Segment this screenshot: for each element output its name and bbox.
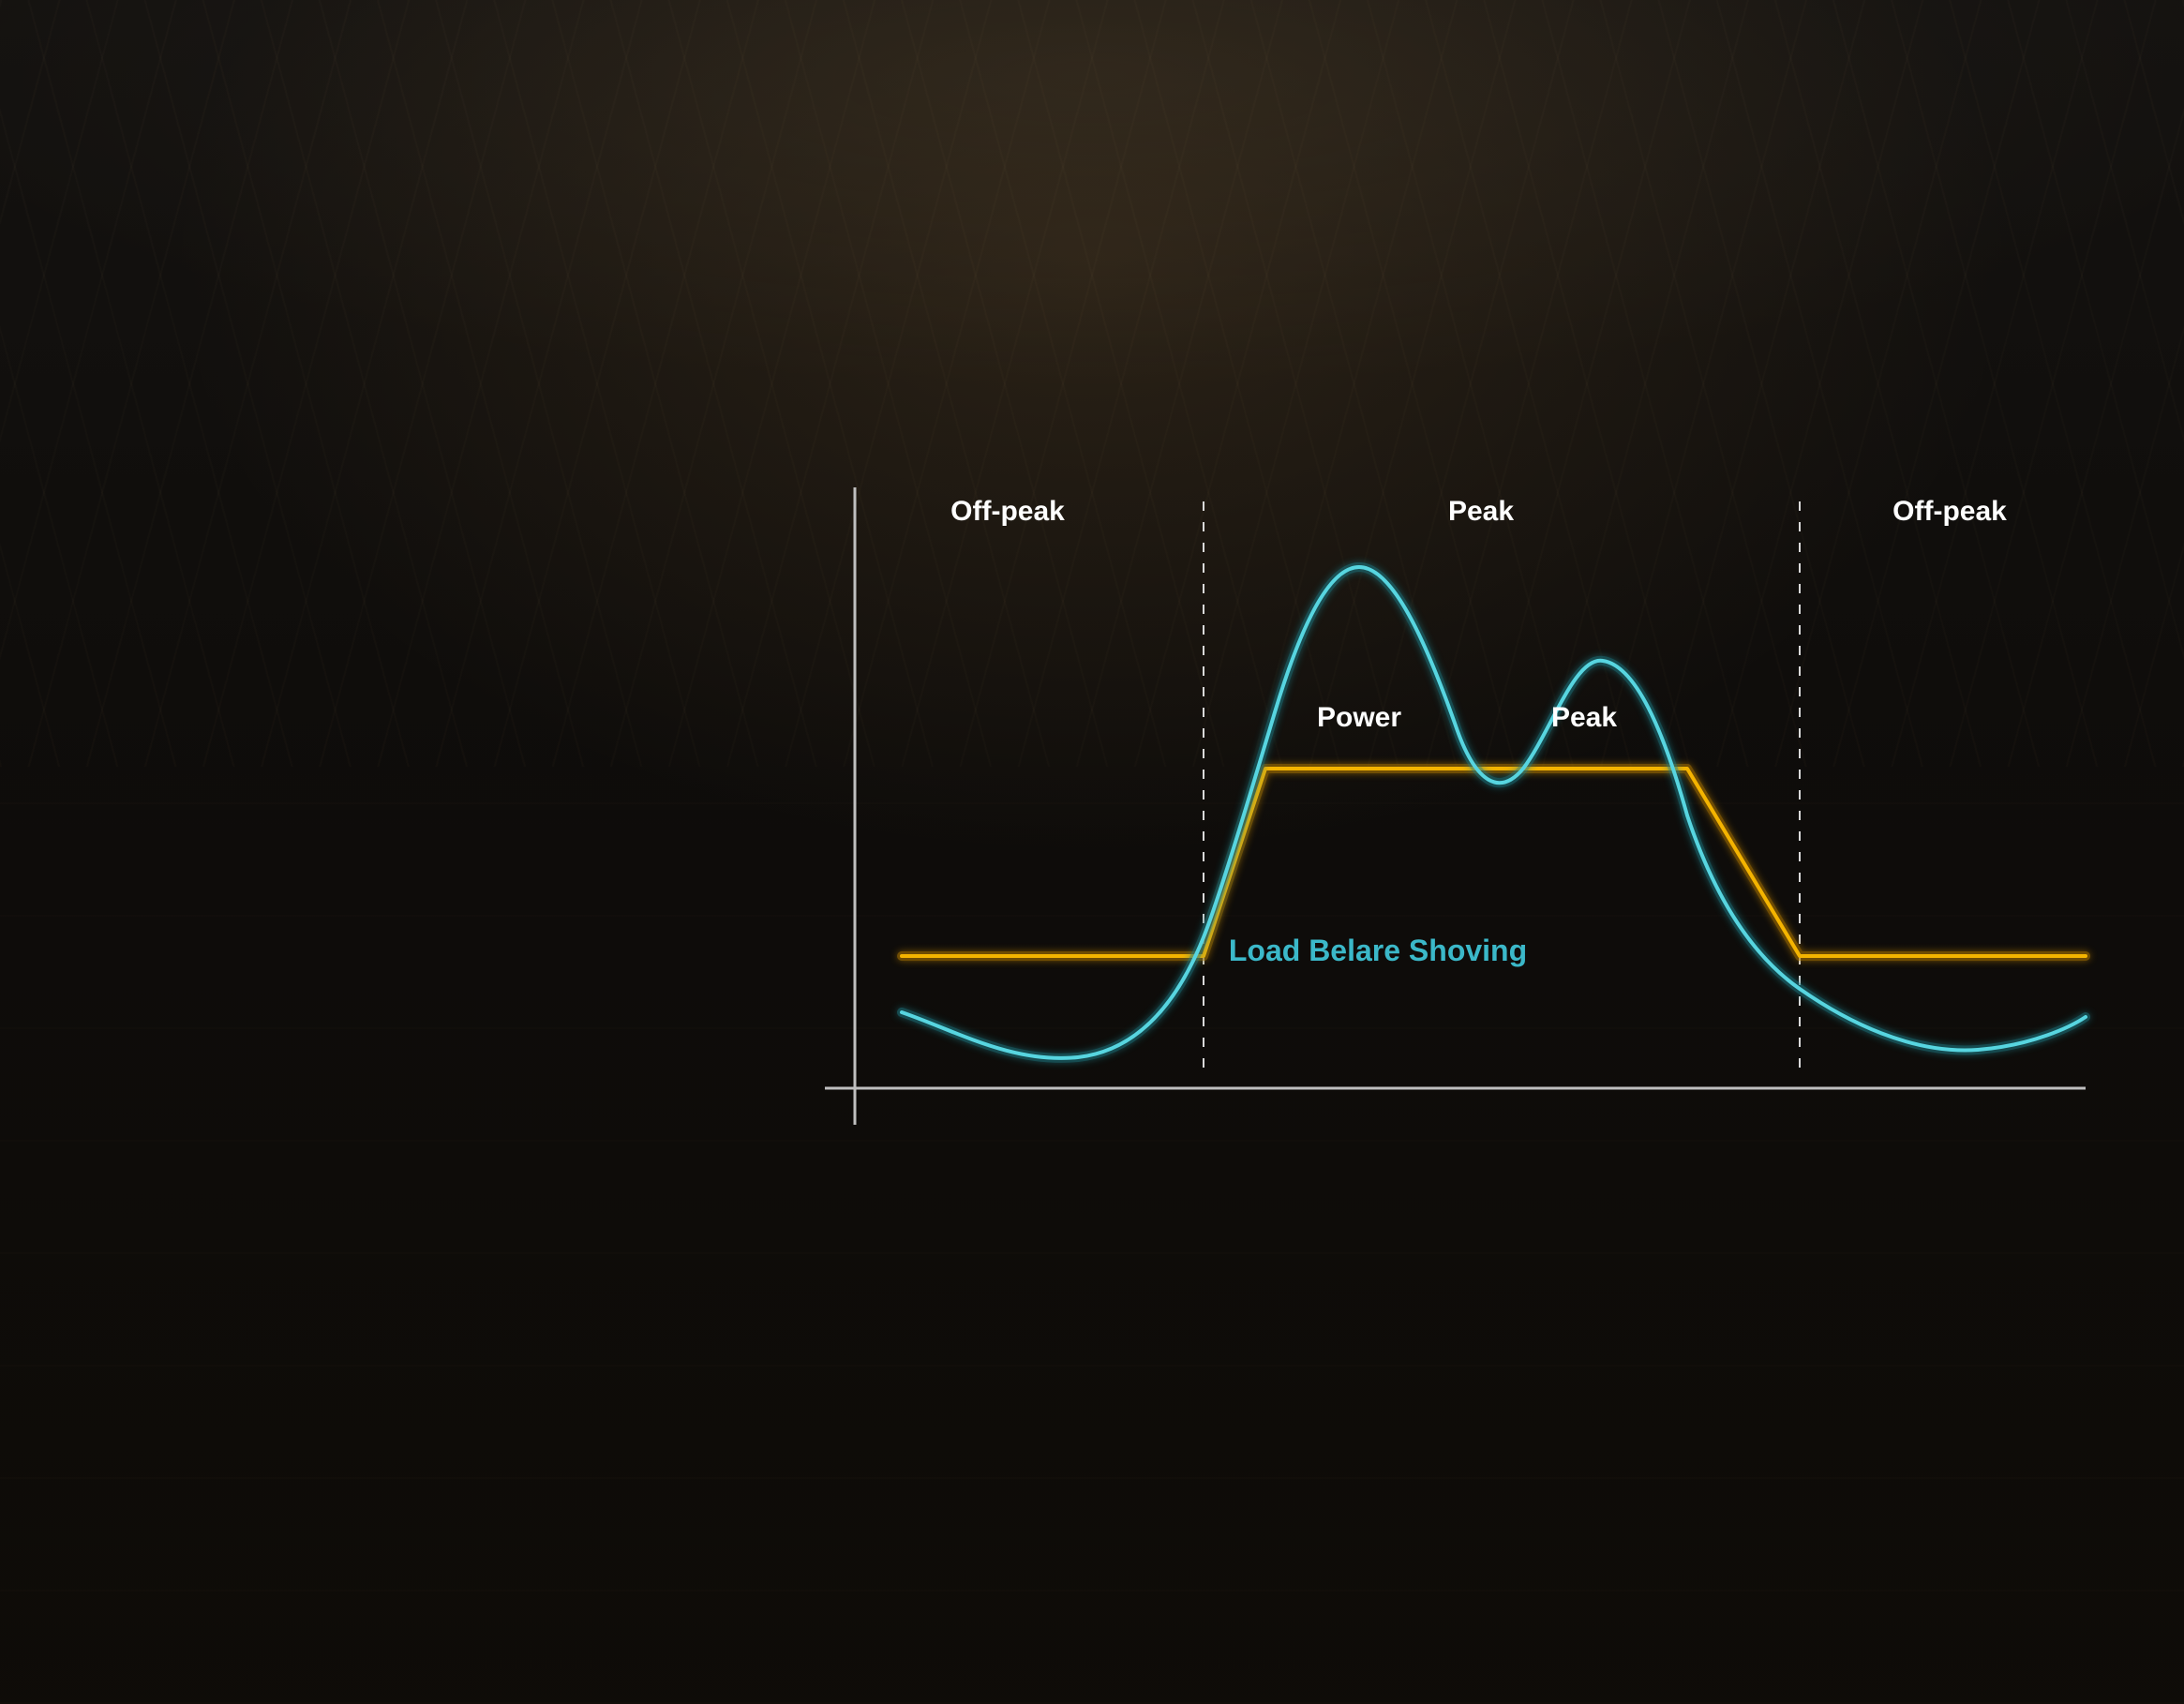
chart-svg: Off-peak Peak Off-peak Power Peak Load Belare… xyxy=(0,0,2184,1704)
load-curve xyxy=(902,567,2086,1058)
curve-label-0: Power xyxy=(1317,702,1401,733)
stage: Off-peak Peak Off-peak Power Peak Load Belare… xyxy=(0,0,2184,1704)
region-label-0: Off-peak xyxy=(950,496,1065,527)
load-curve-glow xyxy=(902,567,2086,1058)
peak-shaving-chart: Off-peak Peak Off-peak Power Peak Load Belare… xyxy=(0,0,2184,1704)
region-label-2: Off-peak xyxy=(1892,496,2007,527)
region-label-1: Peak xyxy=(1448,496,1514,527)
threshold-line xyxy=(902,769,2086,956)
threshold-line-glow xyxy=(902,769,2086,956)
curve-label-2: Load Belare Shoving xyxy=(1229,934,1527,967)
curve-label-1: Peak xyxy=(1551,702,1617,733)
